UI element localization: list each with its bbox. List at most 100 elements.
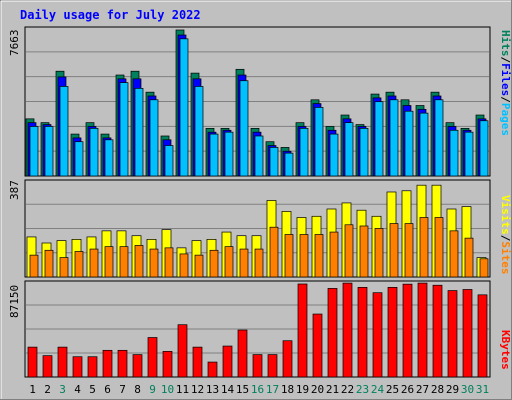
bar-sites-day-18: [284, 234, 294, 278]
bar-sites-day-29: [449, 230, 459, 278]
day-label-19: 19: [296, 383, 309, 396]
day-label-11: 11: [176, 383, 189, 396]
bar-pages-day-29: [449, 129, 459, 177]
visits-sites-panel: [24, 179, 491, 278]
legend-text: Visits/Sites: [499, 195, 512, 275]
bar-sites-day-5: [89, 248, 99, 278]
day-label-14: 14: [221, 383, 235, 396]
day-label-27: 27: [416, 383, 429, 396]
bar-pages-day-12: [194, 86, 204, 177]
bar-sites-day-16: [254, 248, 264, 278]
bar-kbytes-day-26: [402, 283, 413, 378]
bar-kbytes-day-8: [132, 354, 143, 378]
legend-pages: Pages: [499, 103, 512, 136]
hits-files-pages-panel: [24, 26, 491, 177]
day-label-2: 2: [44, 383, 51, 396]
bar-pages-day-4: [74, 141, 84, 177]
bar-kbytes-day-11: [177, 324, 188, 378]
bar-kbytes-day-21: [327, 288, 338, 378]
bar-pages-day-8: [134, 88, 144, 177]
legend-kbytes: KBytes: [499, 330, 512, 370]
bar-kbytes-day-25: [387, 287, 398, 378]
day-label-8: 8: [134, 383, 141, 396]
day-label-17: 17: [266, 383, 279, 396]
day-label-20: 20: [311, 383, 324, 396]
bar-kbytes-day-20: [312, 313, 323, 378]
bar-kbytes-day-17: [267, 354, 278, 378]
kbytes-panel: [24, 280, 491, 378]
bar-pages-day-14: [224, 131, 234, 177]
bar-sites-day-21: [329, 231, 339, 278]
bar-sites-day-31: [479, 258, 489, 278]
bar-sites-day-17: [269, 226, 279, 278]
day-label-30: 30: [461, 383, 474, 396]
bar-pages-day-16: [254, 135, 264, 177]
bar-kbytes-day-18: [282, 340, 293, 378]
bar-sites-day-28: [434, 217, 444, 278]
bar-pages-day-26: [404, 110, 414, 177]
bar-kbytes-day-15: [237, 329, 248, 378]
day-label-21: 21: [326, 383, 339, 396]
bar-pages-day-30: [464, 131, 474, 177]
day-label-29: 29: [446, 383, 459, 396]
bar-kbytes-day-30: [462, 289, 473, 378]
bar-pages-day-18: [284, 152, 294, 177]
bar-sites-day-10: [164, 247, 174, 278]
legend-visits-sites: Visits/Sites: [499, 195, 512, 275]
bar-pages-day-17: [269, 147, 279, 177]
bar-sites-day-26: [404, 223, 414, 278]
legend-separator: /: [499, 235, 512, 242]
bar-sites-day-13: [209, 249, 219, 278]
bar-pages-day-5: [89, 128, 99, 177]
bar-sites-day-9: [149, 248, 159, 278]
bar-sites-day-6: [104, 246, 114, 278]
bar-sites-day-15: [239, 248, 249, 278]
bar-sites-day-7: [119, 246, 129, 278]
y-max-label-visits: 387: [8, 180, 21, 200]
legend-separator: /: [499, 57, 512, 64]
bar-sites-day-24: [374, 228, 384, 278]
bar-pages-day-19: [299, 128, 309, 177]
legend-hits-files-pages: Hits/Files/Pages: [499, 30, 512, 136]
bar-pages-day-11: [179, 38, 189, 177]
bar-kbytes-day-7: [117, 349, 128, 378]
day-label-31: 31: [476, 383, 489, 396]
bar-kbytes-day-13: [207, 361, 218, 378]
legend-visits: Visits: [499, 195, 512, 235]
bar-pages-day-3: [59, 86, 69, 177]
bar-kbytes-day-23: [357, 287, 368, 378]
bar-sites-day-23: [359, 225, 369, 278]
bar-kbytes-day-27: [417, 282, 428, 378]
bar-pages-day-23: [359, 128, 369, 177]
legend-text: KBytes: [499, 330, 512, 370]
day-label-15: 15: [236, 383, 249, 396]
legend-files: Files: [499, 63, 512, 96]
bar-pages-day-15: [239, 80, 249, 177]
bar-sites-day-11: [179, 253, 189, 278]
bar-sites-day-30: [464, 237, 474, 278]
day-label-6: 6: [104, 383, 111, 396]
bar-kbytes-day-12: [192, 346, 203, 378]
legend-text: Hits/Files/Pages: [499, 30, 512, 136]
day-label-22: 22: [341, 383, 354, 396]
bar-pages-day-25: [389, 99, 399, 177]
bar-kbytes-day-4: [72, 356, 83, 378]
day-label-9: 9: [149, 383, 156, 396]
bar-pages-day-22: [344, 122, 354, 177]
bar-pages-day-7: [119, 82, 129, 177]
bar-sites-day-12: [194, 254, 204, 278]
bar-pages-day-31: [479, 120, 489, 177]
bar-kbytes-day-3: [57, 346, 68, 378]
day-label-7: 7: [119, 383, 126, 396]
day-label-18: 18: [281, 383, 294, 396]
bar-kbytes-day-19: [297, 283, 308, 378]
bar-sites-day-4: [74, 251, 84, 278]
bar-kbytes-day-2: [42, 355, 53, 378]
bar-sites-day-8: [134, 245, 144, 278]
bar-sites-day-25: [389, 223, 399, 278]
y-max-label-hits: 7663: [8, 30, 21, 57]
day-axis-labels: 1 2 3 4 5 6 7 8 9 10 11 12 13 14 15 16 17 18 19 20 21 22 23 24 2…: [29, 383, 489, 396]
bar-pages-day-2: [44, 126, 54, 177]
bar-pages-day-20: [314, 107, 324, 177]
